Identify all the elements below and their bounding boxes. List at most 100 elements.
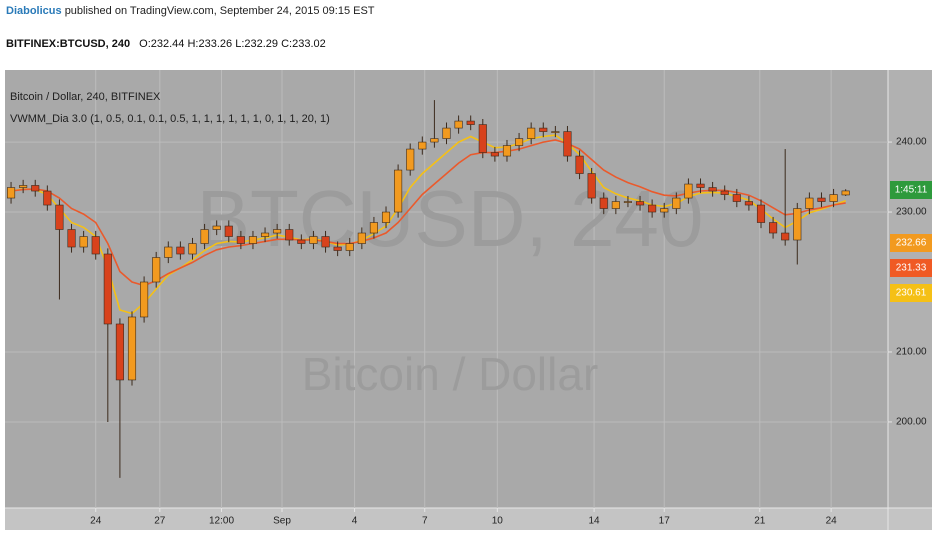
candle-body [563,131,572,157]
candle-body [684,183,693,199]
x-tick-label: 24 [826,516,838,527]
candle-body [490,152,499,157]
y-tick-label: 210.00 [896,347,927,358]
candle-body [164,246,173,258]
candle-body [200,229,209,244]
candle-body [769,222,778,234]
chart-frame [5,70,932,530]
candle-body [224,225,233,237]
candle-body [660,208,669,213]
candle-body [285,229,294,241]
candle-body [6,187,16,199]
candle-body [478,124,487,153]
candle-body [297,239,306,244]
candle-body [551,131,560,133]
candle-body [248,236,258,244]
candle-body [357,232,366,244]
candle-body [79,236,88,248]
ohlc-label: O: [139,38,151,50]
ohlc-line: BITFINEX:BTCUSD, 240 O:232.44 H:233.26 L… [6,38,326,50]
candle-body [381,211,391,223]
x-tick-label: 4 [352,516,358,527]
candle-body [188,243,197,255]
candle-body [575,155,584,174]
x-tick-label: 7 [422,516,428,527]
candle-body [527,127,536,139]
ohlc-value: 232.29 [244,38,279,50]
candle-body [309,236,318,244]
price-badge [890,181,932,199]
candle-body [515,138,524,146]
candle-body [635,201,645,206]
candle-body [672,197,681,209]
candle-body [152,257,161,283]
legend-title: Bitcoin / Dollar, 240, BITFINEX [10,91,161,103]
candle-body [756,204,766,223]
candle-body [611,201,620,209]
x-tick-label: 17 [659,516,671,527]
x-tick-label: Sep [273,516,291,527]
candle-body [394,169,403,213]
candle-body [212,225,221,230]
candle-body [817,197,826,202]
candle-body [176,246,185,255]
candle-body [91,236,100,255]
candle-body [781,232,790,241]
candle-body [31,185,40,192]
candle-body [599,197,608,209]
x-tick-label: 12:00 [209,516,234,527]
candle-body [587,173,596,199]
y-tick-label: 200.00 [896,417,927,428]
x-tick-label: 10 [492,516,504,527]
candle-body [708,187,717,192]
candle-body [805,197,814,209]
x-tick-label: 27 [154,516,166,527]
price-badge-label: 1:45:11 [895,185,928,196]
price-badge [890,234,932,252]
symbol: BITFINEX:BTCUSD, 240 [6,38,131,50]
candle-body [454,120,463,129]
candle-body [115,323,124,381]
candle-body [732,194,741,202]
candle-body [333,246,342,251]
price-badge-label: 230.61 [896,288,927,299]
candle-body [369,222,378,234]
candle-body [623,201,632,203]
ohlc-label: H: [187,38,199,50]
watermark: Bitcoin / Dollar [302,348,599,400]
indicator-label: VWMM_Dia 3.0 (1, 0.5, 0.1, 0.1, 0.5, 1, … [10,113,330,125]
price-badge-label: 231.33 [896,263,927,274]
candle-body [841,190,850,196]
price-badge [890,284,932,302]
candle-body [744,201,753,206]
ohlc-value: 233.26 [198,38,233,50]
ohlc-value: 232.44 [150,38,185,50]
candle-body [720,190,729,195]
x-tick-label: 21 [754,516,766,527]
publish-info: published on TradingView.com, September … [64,5,375,17]
candle-body [502,145,512,157]
candle-body [418,141,427,150]
plot-area [5,70,888,508]
candle-body [430,138,439,143]
candle-body [236,236,245,244]
ohlc-label: C: [281,38,293,50]
price-badge-label: 232.66 [896,238,927,249]
candle-body [539,127,548,132]
candle-body [67,229,76,248]
publish-line: Diabolicus published on TradingView.com,… [6,5,375,17]
candle-body [55,204,64,230]
candle-body [261,232,270,237]
candle-body [829,194,838,202]
candle-body [140,281,149,318]
y-tick-label: 230.00 [896,207,927,218]
author[interactable]: Diabolicus [6,5,62,17]
candle-body [442,127,451,139]
candle-body [648,204,657,213]
candle-body [103,253,112,325]
candle-body [345,243,354,251]
candle-body [19,185,28,188]
ma-line [10,139,846,287]
x-tick-label: 14 [589,516,601,527]
